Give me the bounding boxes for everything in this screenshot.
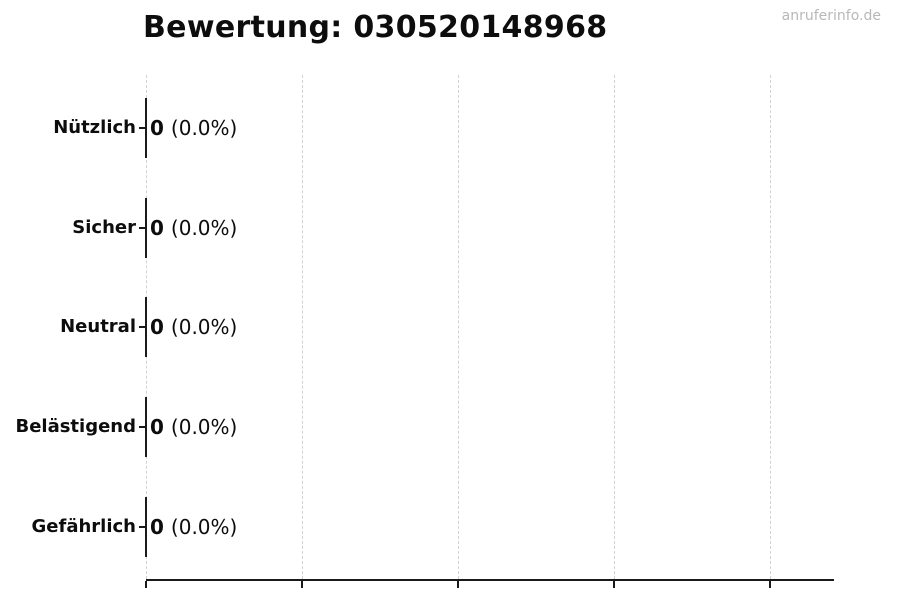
x-axis-tick: [301, 581, 303, 588]
value-label: 0 (0.0%): [150, 413, 237, 441]
value-percent: (0.0%): [170, 315, 238, 339]
value-percent: (0.0%): [170, 116, 238, 140]
value-label: 0 (0.0%): [150, 513, 237, 541]
value-count: 0: [150, 216, 164, 240]
category-label: Belästigend: [15, 416, 136, 437]
value-count: 0: [150, 515, 164, 539]
x-axis-tick: [613, 581, 615, 588]
x-axis-tick: [769, 581, 771, 588]
category-label: Sicher: [72, 217, 136, 238]
gridline: [770, 75, 771, 579]
value-percent: (0.0%): [170, 515, 238, 539]
gridline: [614, 75, 615, 579]
category-label: Nützlich: [53, 117, 136, 138]
gridline: [458, 75, 459, 579]
x-axis-tick: [457, 581, 459, 588]
category-label: Gefährlich: [31, 516, 136, 537]
chart-title: Bewertung: 030520148968: [143, 10, 608, 45]
value-count: 0: [150, 116, 164, 140]
zero-width-bar: [145, 198, 147, 258]
gridline: [302, 75, 303, 579]
category-label: Neutral: [60, 316, 136, 337]
y-axis-tick: [139, 526, 146, 528]
zero-width-bar: [145, 497, 147, 557]
value-percent: (0.0%): [170, 216, 238, 240]
x-axis-tick: [145, 581, 147, 588]
zero-width-bar: [145, 397, 147, 457]
y-axis-tick: [139, 127, 146, 129]
y-axis-tick: [139, 227, 146, 229]
value-label: 0 (0.0%): [150, 114, 237, 142]
zero-width-bar: [145, 98, 147, 158]
value-count: 0: [150, 315, 164, 339]
value-label: 0 (0.0%): [150, 214, 237, 242]
y-axis-tick: [139, 326, 146, 328]
watermark-text: anruferinfo.de: [781, 8, 881, 24]
zero-width-bar: [145, 297, 147, 357]
y-axis-tick: [139, 426, 146, 428]
value-label: 0 (0.0%): [150, 313, 237, 341]
value-percent: (0.0%): [170, 415, 238, 439]
value-count: 0: [150, 415, 164, 439]
